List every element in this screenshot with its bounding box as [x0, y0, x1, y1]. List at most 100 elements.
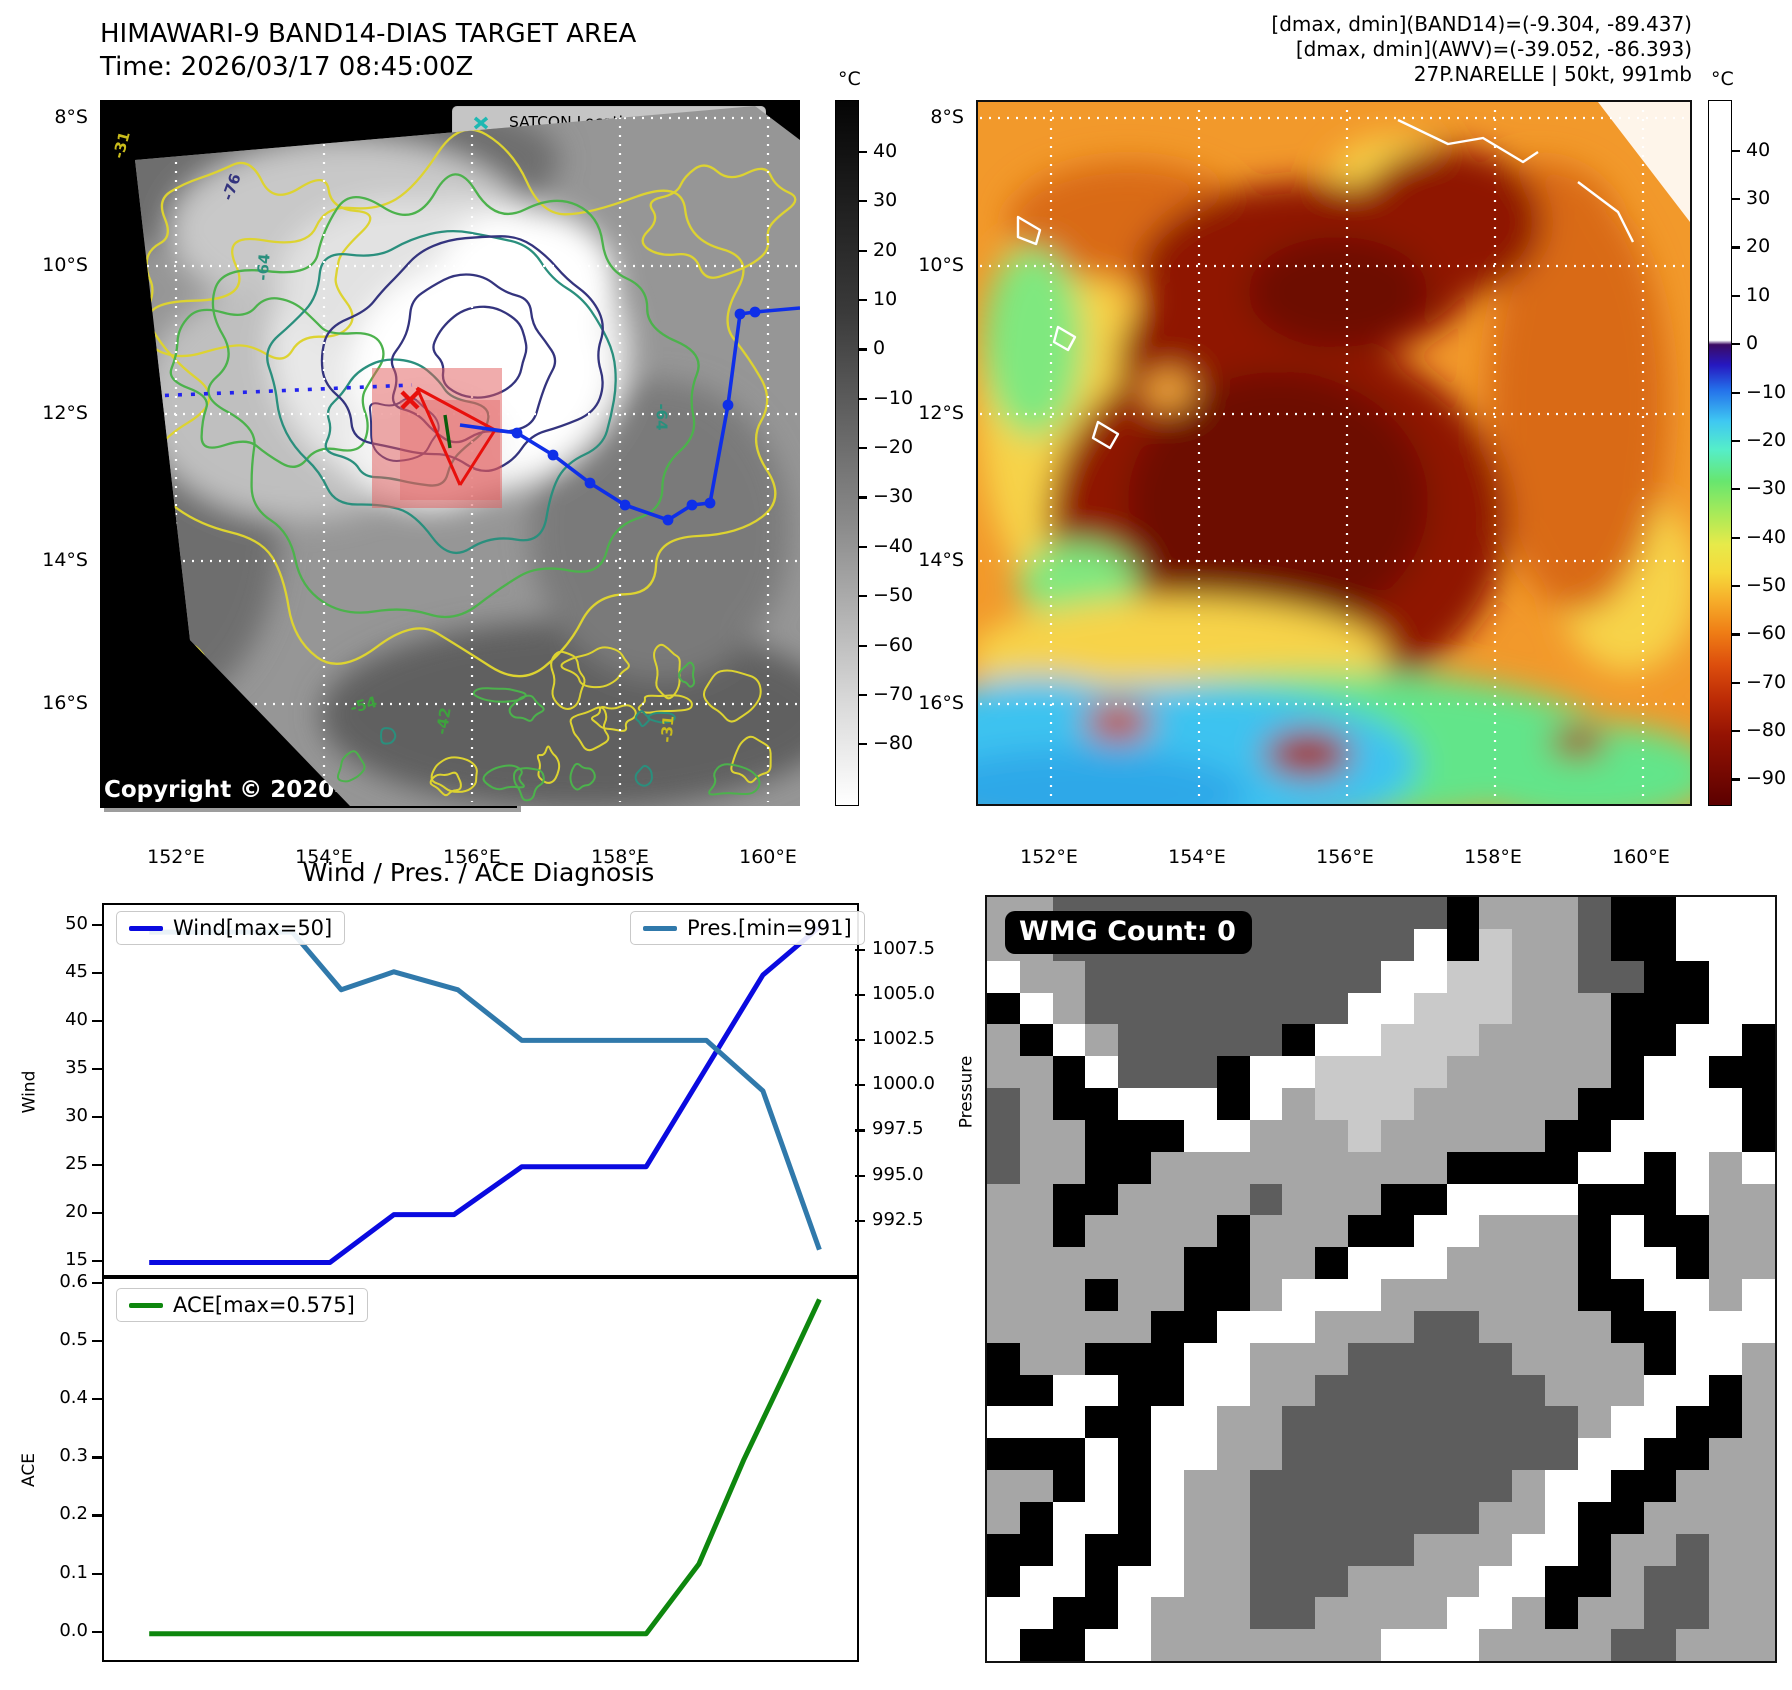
wmg-cell — [1709, 1629, 1743, 1661]
wmg-cell — [1446, 1406, 1480, 1439]
wmg-cell — [1709, 1501, 1743, 1534]
wmg-cell — [1709, 1470, 1743, 1502]
wmg-cell — [987, 1565, 1020, 1598]
wmg-cell — [1151, 1310, 1184, 1343]
wmg-cell — [1479, 1151, 1513, 1184]
wmg-cell — [1085, 1629, 1119, 1661]
wmg-cell — [1052, 960, 1086, 993]
wmg-cell — [1249, 1374, 1283, 1407]
dmax-awv: [dmax, dmin](AWV)=(-39.052, -86.393) — [1295, 37, 1692, 61]
wmg-cell — [1249, 1151, 1283, 1184]
lon-tick-label: 156°E — [443, 846, 501, 868]
storm-id: 27P.NARELLE | 50kt, 991mb — [1413, 62, 1692, 86]
lat-tick-label: 12°S — [918, 402, 964, 424]
lat-tick-label: 14°S — [918, 549, 964, 571]
wmg-cell — [1676, 1024, 1710, 1057]
wmg-cell — [1183, 1470, 1217, 1502]
colorbar-tick-label: 30 — [1746, 187, 1771, 210]
pressure-legend-line-icon — [643, 925, 677, 931]
wmg-cell — [1545, 897, 1578, 929]
colorbar-tick-label: −20 — [873, 436, 914, 459]
wmg-cell — [1282, 1215, 1316, 1248]
wind-legend-label: Wind[max=50] — [173, 916, 333, 940]
wmg-cell — [1118, 1406, 1152, 1439]
wmg-cell — [1118, 1342, 1152, 1375]
colorbar-tick-label: −60 — [1746, 622, 1787, 645]
wmg-cell — [1545, 1533, 1578, 1566]
wmg-cell — [1676, 960, 1710, 993]
awv-colorbar-title: °C — [1711, 68, 1734, 90]
wmg-cell — [1610, 1279, 1644, 1311]
wmg-cell — [1216, 1088, 1250, 1120]
wmg-cell — [1282, 1056, 1316, 1088]
wmg-cell — [1019, 992, 1053, 1025]
wmg-cell — [1052, 992, 1086, 1025]
wmg-cell — [1282, 1151, 1316, 1184]
wmg-cell — [1643, 1342, 1677, 1375]
wmg-cell — [1118, 1088, 1152, 1120]
wmg-cell — [1545, 1374, 1578, 1407]
wmg-cell — [1512, 1374, 1546, 1407]
wmg-cell — [1577, 992, 1611, 1025]
lon-tick-label: 160°E — [1612, 846, 1670, 868]
wmg-cell — [1315, 1183, 1349, 1216]
wmg-cell — [1545, 1056, 1578, 1088]
wmg-cell — [1282, 1088, 1316, 1120]
wmg-cell — [1118, 1279, 1152, 1311]
wmg-cell — [1545, 1024, 1578, 1057]
wmg-cell — [1380, 1310, 1414, 1343]
wmg-cell — [1643, 1183, 1677, 1216]
wmg-cell — [987, 1056, 1020, 1088]
wmg-cell — [1118, 1151, 1152, 1184]
wmg-cell — [1019, 1374, 1053, 1407]
colorbar-tick — [859, 496, 867, 499]
wmg-cell — [1545, 992, 1578, 1025]
wmg-cell — [1413, 1374, 1447, 1407]
ace-tick-label: 0.1 — [59, 1561, 88, 1583]
wmg-cell — [1479, 1533, 1513, 1566]
wmg-cell — [1413, 1406, 1447, 1439]
wmg-cell — [1643, 1310, 1677, 1343]
wmg-cell — [1545, 1597, 1578, 1630]
wmg-cell — [1512, 1215, 1546, 1248]
wmg-cell — [1676, 1279, 1710, 1311]
wmg-cell — [1151, 1215, 1184, 1248]
pressure-tick — [855, 1084, 865, 1087]
colorbar-tick-label: 20 — [873, 238, 898, 261]
awv-colorbar — [1708, 100, 1732, 806]
wmg-cell — [1413, 1438, 1447, 1470]
ace-legend-label: ACE[max=0.575] — [173, 1293, 355, 1317]
wmg-cell — [1446, 1533, 1480, 1566]
wmg-cell — [1118, 1024, 1152, 1057]
colorbar-tick-label: −80 — [1746, 719, 1787, 742]
wmg-cell — [1643, 1438, 1677, 1470]
wmg-cell — [1610, 1088, 1644, 1120]
ace-tick — [92, 1456, 102, 1459]
contour-label: -31 — [657, 714, 678, 744]
wmg-cell — [1709, 1374, 1743, 1407]
wmg-cell — [1019, 1438, 1053, 1470]
colorbar-tick — [859, 150, 867, 154]
wmg-cell — [1249, 1183, 1283, 1216]
colorbar-tick — [1732, 149, 1740, 152]
wmg-cell — [1709, 1438, 1743, 1470]
wmg-cell — [1019, 1119, 1053, 1152]
wmg-cell — [1413, 897, 1447, 929]
wmg-cell — [1151, 1374, 1184, 1407]
wmg-cell — [1019, 1279, 1053, 1311]
wmg-cell — [1742, 897, 1775, 929]
wmg-cell — [1348, 1088, 1381, 1120]
wmg-cell — [1709, 1247, 1743, 1279]
wmg-cell — [1446, 1056, 1480, 1088]
wmg-cell — [1577, 897, 1611, 929]
colorbar-tick-label: −20 — [1746, 428, 1787, 451]
wmg-cell — [1249, 1438, 1283, 1470]
wmg-cell — [1545, 1406, 1578, 1439]
wmg-cell — [1577, 1183, 1611, 1216]
wmg-cell — [1676, 1533, 1710, 1566]
wmg-cell — [1742, 992, 1775, 1025]
wmg-cell — [1643, 1565, 1677, 1598]
wmg-cell — [1315, 1533, 1349, 1566]
wmg-cell — [1643, 1215, 1677, 1248]
wmg-cell — [1118, 1215, 1152, 1248]
